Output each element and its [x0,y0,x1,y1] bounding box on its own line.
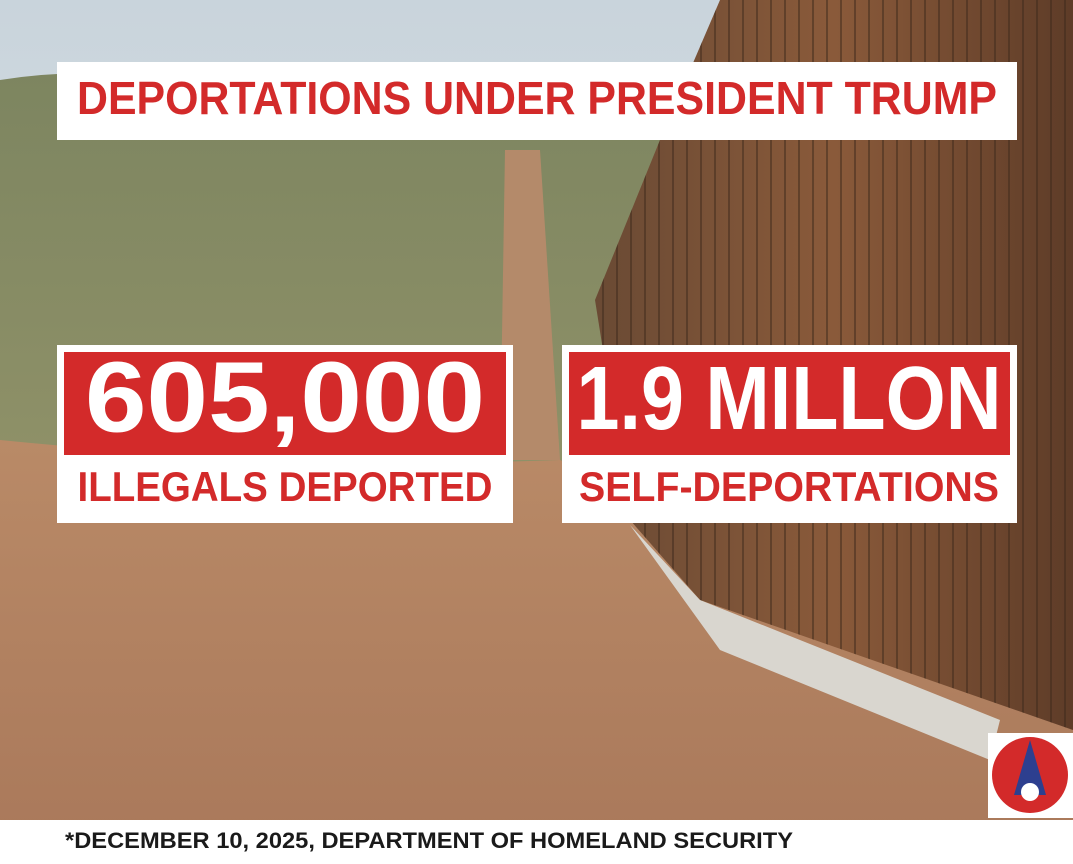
stat-value: 605,000 [85,341,485,453]
title-box [57,62,1017,140]
stat-value: 1.9 MILLON [577,349,1002,449]
logo [988,733,1073,818]
stat-label: SELF-DEPORTATIONS [579,463,999,510]
title: DEPORTATIONS UNDER PRESIDENT TRUMP [77,72,997,124]
stat-label: ILLEGALS DEPORTED [78,463,493,510]
stat-band [569,352,1010,455]
stat-band [64,352,506,455]
footer-strip [0,820,1073,864]
source-note: *DECEMBER 10, 2025, DEPARTMENT OF HOMELA… [65,828,793,853]
